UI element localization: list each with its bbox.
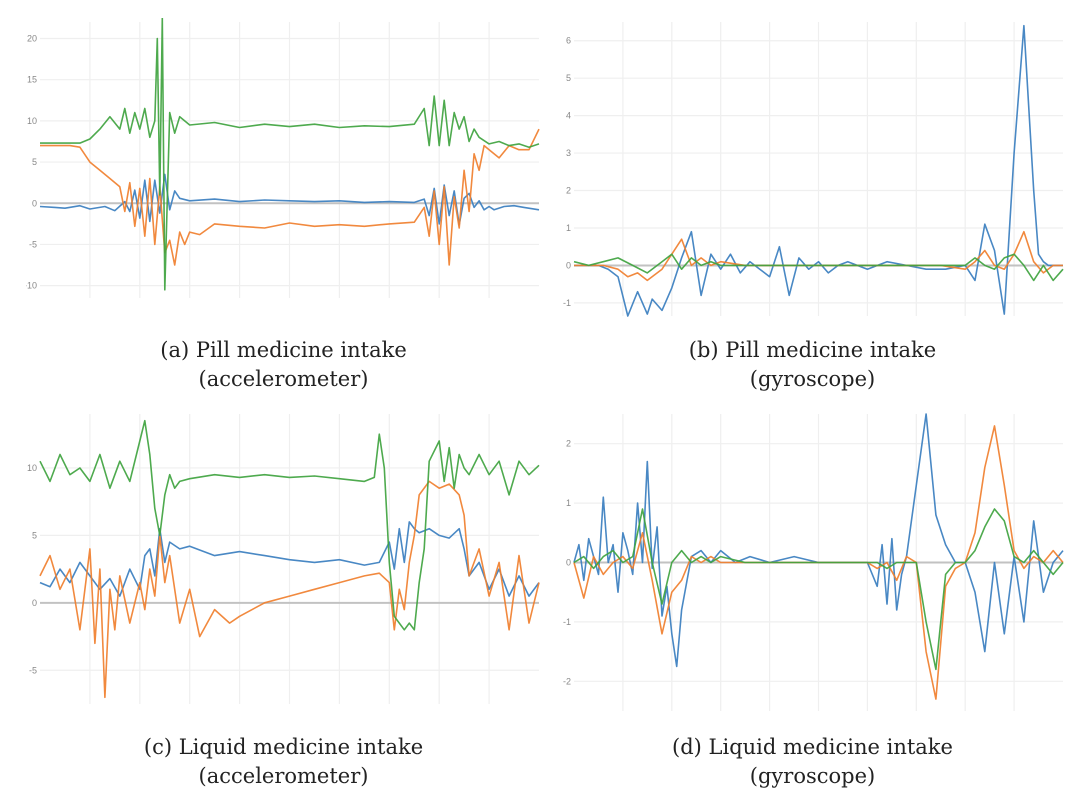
ytick-label-b--1: -1 [563,298,571,308]
ytick-label-d--1: -1 [563,617,571,627]
series-line-a-blue [39,173,540,226]
caption-a-line-2: (accelerometer) [198,367,369,391]
caption-c-line-2: (accelerometer) [198,764,369,788]
series-line-d-blue [573,413,1064,668]
series-line-c-orange [39,480,540,699]
chart-panel-c: -5 0 5 10 [26,410,541,708]
ytick-label-a-15: 15 [27,75,37,85]
ytick-label-d--2: -2 [563,676,571,686]
ytick-label-a-20: 20 [27,33,37,43]
ytick-label-a--5: -5 [29,239,37,249]
ytick-label-c--5: -5 [29,665,37,675]
caption-a-line-1: (a) Pill medicine intake [160,338,407,362]
ytick-label-b-4: 4 [566,111,571,121]
chart-panel-a: -10 -5 0 5 10 15 20 [26,18,541,302]
series-line-d-green [573,508,1064,671]
ytick-label-a-5: 5 [32,157,37,167]
series-line-a-green [40,18,540,291]
ytick-label-b-5: 5 [566,73,571,83]
series-line-a-orange [40,128,540,266]
ytick-label-b-2: 2 [566,186,571,196]
ytick-label-c-10: 10 [27,463,37,473]
ytick-label-b-3: 3 [566,148,571,158]
series-line-b-blue [574,24,1063,317]
series-line-c-blue [39,521,540,597]
caption-b-line-1: (b) Pill medicine intake [688,338,937,362]
ytick-label-d-0: 0 [566,558,571,568]
chart-a-plot: -10 -5 0 5 10 15 20 [26,18,540,298]
caption-b-line-2: (gyroscope) [749,367,876,391]
caption-c: (c) Liquid medicine intake (acceleromete… [26,733,541,791]
ytick-label-a-10: 10 [27,116,37,126]
ytick-label-d-2: 2 [566,439,571,449]
series-line-b-green [573,253,1064,282]
caption-d-line-2: (gyroscope) [749,764,876,788]
chart-c-plot: -5 0 5 10 [27,414,540,704]
caption-d: (d) Liquid medicine intake (gyroscope) [555,733,1070,791]
chart-panel-d: -2 -1 0 1 2 [560,410,1065,715]
ytick-label-b-6: 6 [566,36,571,46]
ytick-label-b-1: 1 [566,223,571,233]
series-line-c-green [39,419,540,631]
ytick-label-a-0: 0 [32,198,37,208]
caption-d-line-1: (d) Liquid medicine intake [672,735,953,759]
ytick-label-a--10: -10 [26,281,37,291]
ytick-label-c-0: 0 [32,598,37,608]
ytick-label-b-0: 0 [566,260,571,270]
ytick-label-d-1: 1 [566,498,571,508]
chart-d-plot: -2 -1 0 1 2 [563,413,1064,711]
caption-b: (b) Pill medicine intake (gyroscope) [555,336,1070,394]
chart-b-plot: -1 0 1 2 3 4 5 6 [563,22,1064,317]
ytick-label-c-5: 5 [32,530,37,540]
caption-a: (a) Pill medicine intake (accelerometer) [26,336,541,394]
chart-panel-b: -1 0 1 2 3 4 5 6 [560,18,1065,320]
caption-c-line-1: (c) Liquid medicine intake [143,735,424,759]
